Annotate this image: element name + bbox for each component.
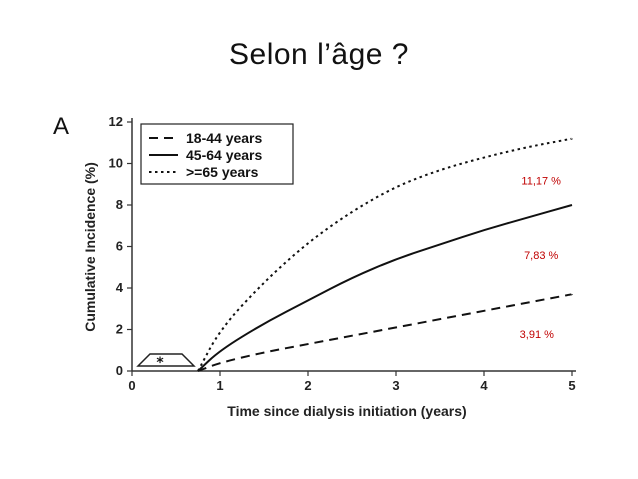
x-tick-label: 3: [392, 378, 399, 393]
y-tick-label: 10: [109, 156, 123, 171]
x-tick-label: 5: [568, 378, 575, 393]
x-axis-label: Time since dialysis initiation (years): [227, 403, 466, 419]
y-tick-label: 4: [116, 280, 124, 295]
y-axis-ticks: 0 2 4 6 8 10 12: [109, 114, 132, 378]
axes: [131, 118, 576, 372]
series-line-2: [197, 204, 573, 372]
y-tick-label: 8: [116, 197, 123, 212]
slide-title: Selon l’âge ?: [229, 38, 409, 71]
percentage-annotation: 7,83 %: [524, 250, 558, 262]
significance-trapezoid: [136, 353, 196, 367]
significance-star: *: [156, 355, 164, 371]
significance-marker: *: [136, 353, 196, 371]
y-tick-label: 0: [116, 363, 123, 378]
panel-label: A: [53, 113, 69, 140]
x-tick-label: 1: [216, 378, 223, 393]
legend-label: 18-44 years: [186, 130, 263, 146]
y-tick-label: 2: [116, 322, 123, 337]
series-line-3: [197, 137, 573, 372]
y-tick-label: 12: [109, 114, 123, 129]
legend-label: >=65 years: [186, 164, 259, 180]
percentage-annotation: 11,17 %: [521, 175, 561, 187]
percentage-annotation: 3,91 %: [520, 329, 554, 341]
x-tick-label: 0: [128, 378, 135, 393]
legend-label: 45-64 years: [186, 147, 263, 163]
series-line-1: [197, 293, 573, 372]
series-lines: [197, 137, 573, 372]
x-tick-label: 4: [480, 378, 488, 393]
y-axis-label: Cumulative Incidence (%): [82, 162, 98, 332]
x-axis-ticks: 0 1 2 3 4 5: [128, 371, 576, 393]
x-tick-label: 2: [304, 378, 311, 393]
annotations: 11,17 % 7,83 % 3,91 %: [520, 175, 562, 341]
y-tick-label: 6: [116, 239, 123, 254]
